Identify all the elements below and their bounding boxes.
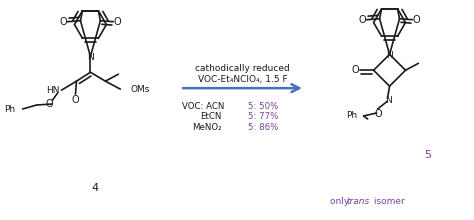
Text: O: O [60,17,67,27]
Text: O: O [359,15,366,25]
Text: O: O [114,17,121,27]
Text: MeNO₂: MeNO₂ [192,123,222,132]
Text: 4: 4 [92,183,99,192]
Text: OMs: OMs [130,85,150,94]
Text: N: N [87,53,94,62]
Text: O: O [352,65,359,75]
Text: VOC: ACN: VOC: ACN [182,101,225,110]
Text: O: O [46,99,54,109]
Text: 5: 86%: 5: 86% [248,123,278,132]
Text: VOC-Et₄NClO₄, 1.5 F: VOC-Et₄NClO₄, 1.5 F [198,75,287,84]
Text: N: N [385,95,392,104]
Text: cathodically reduced: cathodically reduced [195,64,290,73]
Text: N: N [386,51,393,60]
Text: Ph: Ph [346,112,358,121]
Text: trans: trans [346,197,370,206]
Text: O: O [375,109,383,119]
Text: 5: 50%: 5: 50% [248,101,278,110]
Text: isomer: isomer [371,197,404,206]
Text: EtCN: EtCN [200,112,221,121]
Text: only: only [330,197,352,206]
Text: HN: HN [46,86,60,95]
Text: O: O [413,15,420,25]
Text: 5: 5 [424,150,431,160]
Text: 5: 77%: 5: 77% [248,112,278,121]
Text: Ph: Ph [5,104,16,114]
Text: O: O [72,95,79,105]
